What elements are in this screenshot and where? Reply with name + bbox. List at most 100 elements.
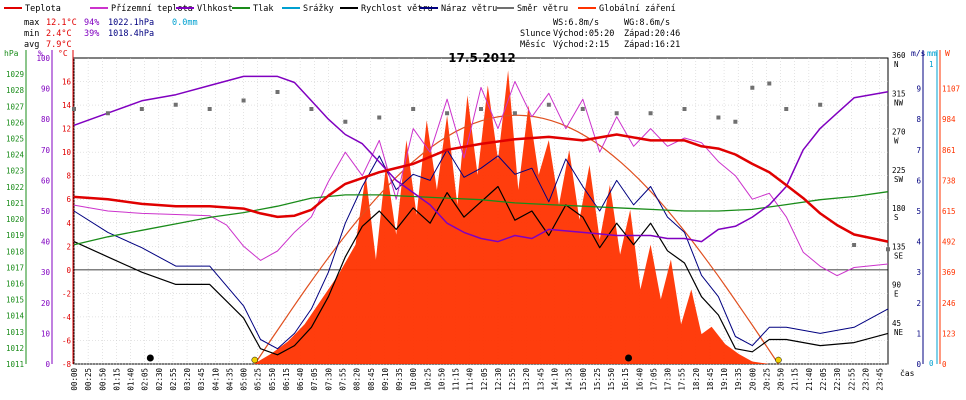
x-tick-label: 05:25 [254,368,263,391]
stats-max-hum: 94% [84,18,99,28]
x-tick-label: 21:15 [791,368,800,391]
plot-area [72,57,890,365]
wind-tick-label: 1 [916,329,921,338]
pressure-tick-label: 1014 [6,312,25,321]
moonrise-time: Východ:2:15 [553,40,609,50]
x-tick-label: 00:25 [84,368,93,391]
x-tick-label: 12:55 [508,368,517,391]
x-tick-label: 12:05 [480,368,489,391]
wind-tick-label: 9 [916,85,921,94]
radiation-tick-label: 861 [942,146,956,155]
x-tick-label: 02:05 [141,368,150,391]
pressure-tick-label: 1024 [6,151,25,160]
radiation-tick-label: 1107 [942,85,960,94]
wind-gust-info: WG:8.6m/s [624,18,670,28]
direction-tick-label: 360 [892,51,906,60]
x-tick-label: 10:25 [423,368,432,391]
series-direction-point [207,107,212,111]
pressure-tick-label: 1025 [6,135,24,144]
series-direction-point [886,247,890,252]
legend-label: Tlak [253,4,273,14]
series-direction-point [479,107,483,111]
series-direction-point [275,90,280,94]
x-tick-label: 17:55 [678,368,687,391]
x-tick-label: 20:00 [748,368,757,391]
x-tick-label: 06:15 [282,368,291,391]
direction-tick-dir: E [894,290,899,299]
x-tick-label: 15:50 [607,368,616,391]
series-wind-line [73,185,889,356]
x-tick-label: 07:30 [324,368,333,391]
direction-tick-dir: SE [894,251,904,260]
series-direction-point [105,111,110,116]
pressure-tick-label: 1017 [6,263,24,272]
x-tick-label: 07:05 [310,368,319,391]
direction-tick-label: 90 [892,281,902,290]
humidity-tick-label: 10 [41,329,51,338]
x-tick-label: 22:05 [819,368,828,391]
series-direction-point [784,107,789,111]
temperature-tick-label: 0 [66,266,71,275]
temperature-tick-label: -6 [62,336,72,345]
legend: Teplota Přízemní teplota Vlhkost Tlak Srážky… [4,4,676,14]
sun-label: Slunce [520,29,551,39]
wind-tick-label: 3 [916,268,921,277]
direction-tick-dir: W [894,137,899,146]
pressure-tick-label: 1011 [6,360,24,369]
series-pressure-line [73,191,889,246]
temperature-tick-label: -4 [62,313,72,322]
series-direction-point [818,102,823,107]
temperature-axis-label: °C [58,49,68,58]
right-axes: 360N315NW270W225SW180S135SE90E45NEm/s012… [892,49,960,369]
rain-tick-label: 0 [929,359,934,368]
stats-avg-label: avg [24,40,39,50]
wind-tick-label: 4 [916,238,921,247]
wind-tick-label: 7 [916,146,921,155]
x-tick-label: 06:40 [296,368,305,391]
x-axis: 00:00 00:25 00:50 01:15 01:40 02:05 02:30 02:55… [70,368,915,391]
x-tick-label: 08:20 [353,368,362,391]
pressure-tick-label: 1019 [6,231,24,240]
x-axis-label: čas [900,368,915,378]
direction-tick-dir: NE [894,328,904,337]
radiation-tick-label: 0 [942,360,947,369]
series-direction-point [767,81,772,86]
series-ground-temp-line [73,81,889,277]
series-direction-point [512,111,517,116]
x-tick-label: 09:10 [381,368,390,391]
humidity-tick-label: 20 [41,299,51,308]
radiation-tick-label: 123 [942,329,956,338]
direction-tick-label: 135 [892,242,906,251]
wind-tick-label: 0 [916,360,921,369]
direction-tick-dir: SW [894,175,904,184]
humidity-tick-label: 90 [41,85,51,94]
stats-max-temp: 12.1°C [46,18,77,28]
x-tick-label: 04:35 [225,368,234,391]
series-direction-point [682,107,687,111]
x-tick-label: 01:15 [112,368,121,391]
series-direction-point [139,107,144,111]
x-tick-label: 23:20 [861,368,870,391]
direction-tick-label: 180 [892,204,906,213]
series-direction-point [343,119,348,124]
wind-tick-label: 8 [916,115,921,124]
x-tick-label: 22:55 [847,368,856,391]
series-direction-point [750,85,755,90]
radiation-tick-label: 738 [942,176,956,185]
temperature-tick-label: -2 [62,289,71,298]
pressure-tick-label: 1028 [6,86,25,95]
wind-tick-label: 2 [916,299,921,308]
stats-min-temp: 2.4°C [46,29,72,39]
radiation-tick-label: 492 [942,238,956,247]
direction-tick-label: 270 [892,128,906,137]
x-tick-label: 17:30 [664,368,673,391]
temperature-tick-label: -8 [62,360,72,369]
series-direction-point [173,102,178,107]
direction-tick-dir: S [894,213,899,222]
stats-min-hum: 39% [84,29,99,39]
x-tick-label: 22:30 [833,368,842,391]
x-tick-label: 05:00 [240,368,249,391]
left-axes: hPa1011101210131014101510161017101810191… [4,49,74,369]
legend-label: Globální záření [599,4,676,14]
rain-axis-label: mm [927,49,937,58]
